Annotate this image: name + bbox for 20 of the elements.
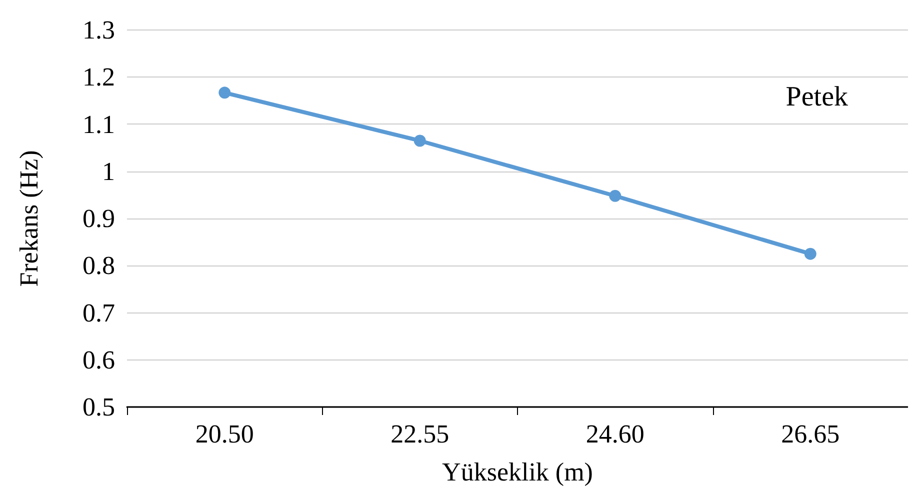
y-tick-label: 0.8 xyxy=(82,251,115,280)
point xyxy=(804,248,816,260)
y-axis-title: Frekans (Hz) xyxy=(14,150,44,287)
x-tick-label: 24.60 xyxy=(586,420,644,448)
y-tick-label: 0.5 xyxy=(82,392,115,422)
x-tick-label: 20.50 xyxy=(195,420,254,448)
y-tick-label: 1.2 xyxy=(82,62,115,92)
annotation: Petek xyxy=(786,82,848,112)
y-tick-label: 1.3 xyxy=(82,16,115,44)
y-tick-label: 0.7 xyxy=(82,298,115,328)
x-tick-label: 26.65 xyxy=(781,420,840,448)
y-tick-label: 1 xyxy=(102,156,115,186)
point xyxy=(218,86,231,99)
y-tick-label: 0.9 xyxy=(82,204,115,233)
y-tick-label: 1.1 xyxy=(82,110,115,139)
x-tick-label: 22.55 xyxy=(390,420,450,448)
x-axis-title: Yükseklik (m) xyxy=(442,458,593,486)
y-tick-label: 0.6 xyxy=(82,345,115,374)
point xyxy=(414,134,426,147)
point xyxy=(609,190,622,202)
